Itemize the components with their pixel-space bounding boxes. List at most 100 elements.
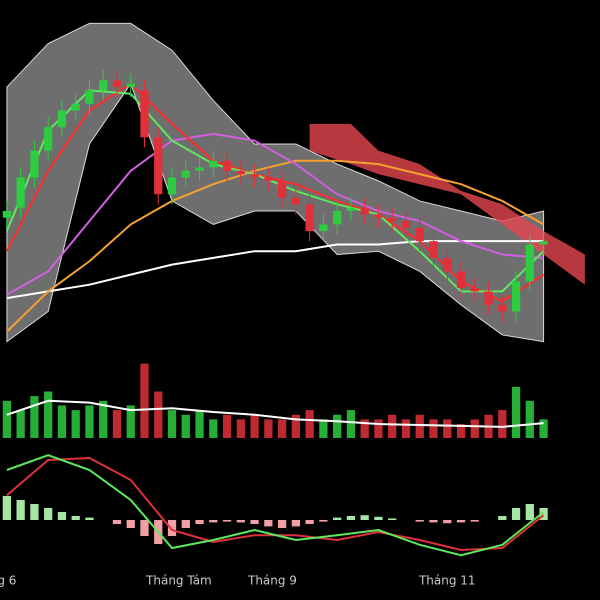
volume-bar <box>112 410 122 438</box>
volume-bar <box>470 419 479 438</box>
volume-bar <box>16 410 25 438</box>
candle-body <box>209 160 218 168</box>
candle-body <box>167 177 177 195</box>
price-line <box>5 82 545 303</box>
candle-body <box>250 174 259 178</box>
macd-histogram-bar <box>126 520 135 528</box>
volume-bar <box>401 419 411 438</box>
price-line <box>6 132 544 296</box>
macd-histogram-bar <box>443 520 452 524</box>
volume-bar <box>388 414 397 438</box>
macd-histogram-bar <box>498 516 507 520</box>
volume-bar <box>222 414 232 438</box>
volume-bar <box>44 391 53 438</box>
volume-bar <box>71 410 80 438</box>
candle-body <box>264 177 273 181</box>
volume-bar <box>374 419 383 438</box>
candle-body <box>71 103 80 111</box>
volume-bar <box>443 419 452 438</box>
candle-body <box>126 83 135 88</box>
volume-bar <box>511 386 521 438</box>
macd-histogram-bar <box>539 508 548 520</box>
candle-body <box>291 197 300 205</box>
volume-line <box>6 399 544 428</box>
macd-histogram-bar <box>85 517 94 520</box>
volume-bar <box>126 405 135 438</box>
volume-bar <box>2 400 12 438</box>
volume-bar <box>250 414 259 438</box>
candle-body <box>484 291 493 305</box>
candle-body <box>525 244 534 282</box>
macd-line <box>6 456 545 552</box>
macd-histogram-bar <box>429 520 438 523</box>
volume-bar <box>264 419 273 438</box>
volume-bar <box>181 414 190 438</box>
candle-body <box>456 271 466 289</box>
candle-body <box>154 137 163 195</box>
macd-histogram-bar <box>470 520 479 522</box>
volume-bar <box>539 419 548 438</box>
candle-body <box>360 207 369 215</box>
x-tick-label: Tháng 9 <box>247 574 297 588</box>
macd-histogram-bar <box>112 520 122 524</box>
macd-histogram-bar <box>305 520 314 524</box>
volume-bar <box>30 396 39 438</box>
macd-histogram-bar <box>360 515 369 520</box>
x-tick-label: g 6 <box>0 574 16 588</box>
candle-body <box>388 217 397 222</box>
macd-histogram-bar <box>415 520 424 522</box>
macd-histogram-bar <box>250 520 259 524</box>
volume-bar <box>525 400 534 438</box>
volume-bar <box>456 424 466 438</box>
candle-body <box>498 304 507 312</box>
candle-body <box>85 90 94 104</box>
macd-line <box>6 454 545 557</box>
macd-histogram-bar <box>140 520 149 536</box>
candle-body <box>401 221 411 228</box>
volume-bar <box>305 410 314 438</box>
candle-body <box>511 281 521 312</box>
candle-body <box>374 214 383 218</box>
macd-histogram-bar <box>346 516 356 520</box>
macd-histogram-bar <box>374 516 383 520</box>
volume-bar <box>57 405 67 438</box>
macd-histogram-bar <box>16 500 25 520</box>
candle-body <box>319 224 328 232</box>
macd-histogram-bar <box>236 520 245 523</box>
volume-bar <box>415 414 424 438</box>
macd-histogram-bar <box>209 520 218 523</box>
volume-bar <box>346 410 356 438</box>
candle-body <box>2 211 12 218</box>
volume-bar <box>99 400 108 438</box>
macd-histogram-bar <box>30 504 39 520</box>
macd-histogram-bar <box>333 517 342 520</box>
volume-bar <box>498 410 507 438</box>
macd-histogram-bar <box>167 520 177 536</box>
macd-histogram-bar <box>511 508 521 520</box>
price-line <box>6 159 545 333</box>
volume-bar <box>333 414 342 438</box>
candle-body <box>539 241 548 245</box>
macd-histogram-bar <box>181 520 190 528</box>
x-tick-label: Tháng Tám <box>145 574 212 588</box>
macd-histogram-bar <box>71 516 80 520</box>
candle-body <box>333 211 342 225</box>
candle-body <box>277 180 287 198</box>
volume-bar <box>429 419 438 438</box>
macd-histogram-bar <box>222 520 232 522</box>
volume-bar <box>140 363 149 438</box>
candle-body <box>415 227 424 242</box>
candle-body <box>44 127 53 151</box>
price-line <box>6 240 544 300</box>
macd-histogram-bar <box>195 520 204 524</box>
volume-bar <box>167 410 177 438</box>
candle-body <box>112 80 122 88</box>
volume-bar <box>277 419 287 438</box>
macd-histogram-bar <box>264 520 273 527</box>
candle-body <box>16 177 25 208</box>
x-tick-label: Tháng 11 <box>418 574 476 588</box>
volume-bar <box>195 410 204 438</box>
candle-body <box>429 241 438 258</box>
candle-body <box>140 90 149 138</box>
